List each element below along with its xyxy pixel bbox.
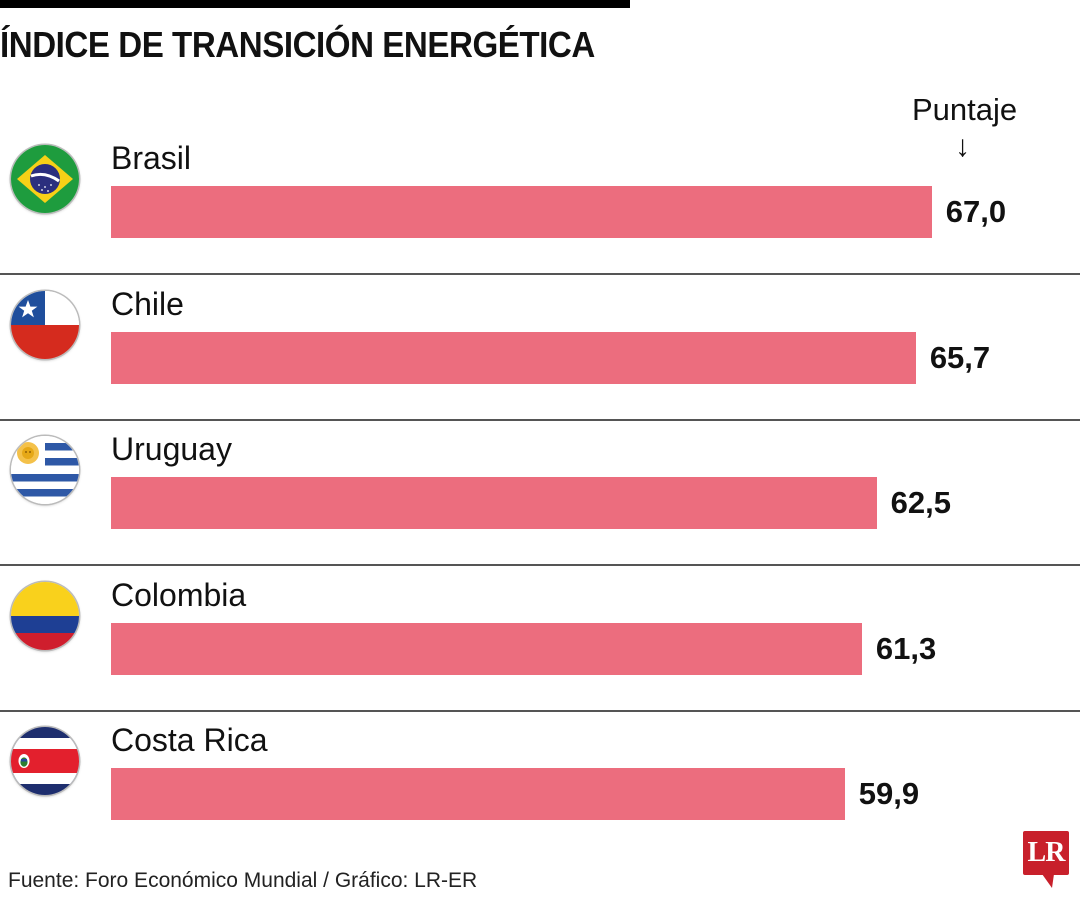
data-label: 59,9 bbox=[858, 776, 920, 811]
bar bbox=[111, 622, 862, 675]
category-label: Chile bbox=[111, 285, 184, 322]
row-divider bbox=[0, 418, 1080, 421]
bar-row: Chile 65,7 bbox=[0, 276, 1080, 421]
lr-logo: LR bbox=[1023, 831, 1069, 875]
bar-row: Costa Rica 59,9 bbox=[0, 712, 1080, 857]
top-rule bbox=[0, 0, 630, 8]
row-divider bbox=[0, 709, 1080, 712]
row-divider bbox=[0, 564, 1080, 566]
value-axis-label: Puntaje bbox=[912, 92, 1018, 127]
bar-row: Uruguay 62,5 bbox=[0, 421, 1080, 566]
chart-title: ÍNDICE DE TRANSICIÓN ENERGÉTICA bbox=[0, 24, 595, 65]
bar bbox=[111, 768, 845, 820]
bar-row: Brasil 67,0 bbox=[0, 130, 1080, 275]
bar bbox=[111, 331, 916, 384]
bar bbox=[111, 477, 877, 529]
logo-tail bbox=[1042, 874, 1054, 888]
chile-flag-icon bbox=[11, 290, 79, 359]
colombia-flag-icon bbox=[11, 581, 79, 650]
data-label: 61,3 bbox=[875, 630, 937, 666]
uruguay-flag-icon bbox=[11, 436, 79, 504]
brazil-flag-icon bbox=[11, 145, 79, 213]
category-label: Uruguay bbox=[111, 431, 232, 467]
logo-text: LR bbox=[1027, 837, 1066, 868]
costa-rica-flag-icon bbox=[11, 727, 79, 795]
category-label: Colombia bbox=[111, 576, 247, 613]
bar-row: Colombia 61,3 bbox=[0, 567, 1080, 712]
data-label: 62,5 bbox=[890, 485, 951, 520]
row-divider bbox=[0, 273, 1080, 275]
down-arrow-icon: ↓ bbox=[955, 130, 970, 163]
source-note: Fuente: Foro Económico Mundial / Gráfico… bbox=[8, 869, 478, 892]
category-label: Brasil bbox=[111, 140, 192, 176]
data-label: 67,0 bbox=[945, 194, 1007, 229]
bar bbox=[111, 186, 932, 238]
data-label: 65,7 bbox=[929, 339, 991, 375]
category-label: Costa Rica bbox=[111, 722, 268, 758]
